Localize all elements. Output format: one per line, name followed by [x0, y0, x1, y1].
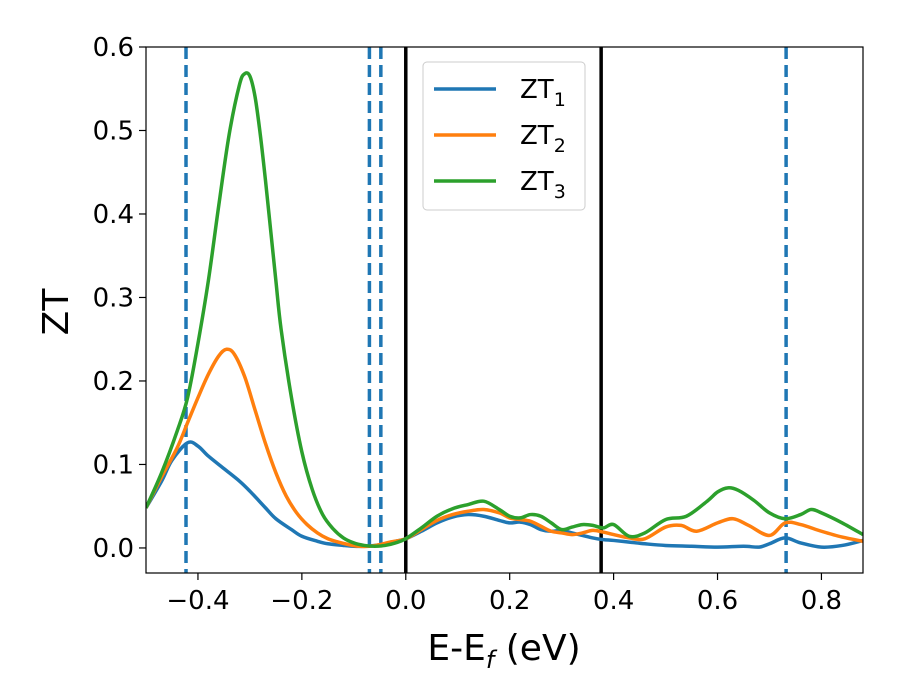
- x-tick-label: 0.6: [697, 586, 738, 616]
- x-tick-label: 0.2: [489, 586, 530, 616]
- plot-frame: [145, 46, 864, 574]
- vertical-lines: [184, 47, 788, 573]
- x-tick-label: −0.4: [166, 586, 229, 616]
- series-line-zt3: [146, 71, 863, 549]
- x-axis-label: E-Ef (eV): [427, 628, 580, 674]
- y-tick-label: 0.5: [93, 116, 134, 146]
- series-layer: [146, 71, 863, 549]
- legend-label-1: ZT1: [520, 75, 566, 111]
- y-axis-ticks: 0.0 0.1 0.2 0.3 0.4 0.5 0.6: [93, 33, 146, 564]
- x-tick-label: 0.4: [593, 586, 634, 616]
- y-tick-label: 0.0: [93, 534, 134, 564]
- legend: ZT1 ZT2 ZT3: [422, 61, 586, 211]
- series-line-zt2: [146, 347, 863, 549]
- x-tick-label: 0.8: [801, 586, 842, 616]
- x-axis-label-main: E-E: [427, 628, 485, 669]
- series-line-zt1: [146, 440, 863, 549]
- y-tick-label: 0.2: [93, 367, 134, 397]
- x-axis-ticks: −0.4 −0.2 0.0 0.2 0.4 0.6 0.8: [166, 573, 842, 616]
- y-tick-label: 0.6: [93, 33, 134, 63]
- x-tick-label: −0.2: [270, 586, 333, 616]
- legend-label-3: ZT3: [520, 167, 566, 203]
- y-tick-label: 0.4: [93, 200, 134, 230]
- legend-label-2: ZT2: [520, 121, 566, 157]
- y-tick-label: 0.3: [93, 283, 134, 313]
- y-tick-label: 0.1: [93, 450, 134, 480]
- x-tick-label: 0.0: [385, 586, 426, 616]
- y-axis-label: ZT: [36, 288, 77, 336]
- x-axis-label-suffix: (eV): [494, 628, 580, 669]
- legend-box: [422, 61, 586, 211]
